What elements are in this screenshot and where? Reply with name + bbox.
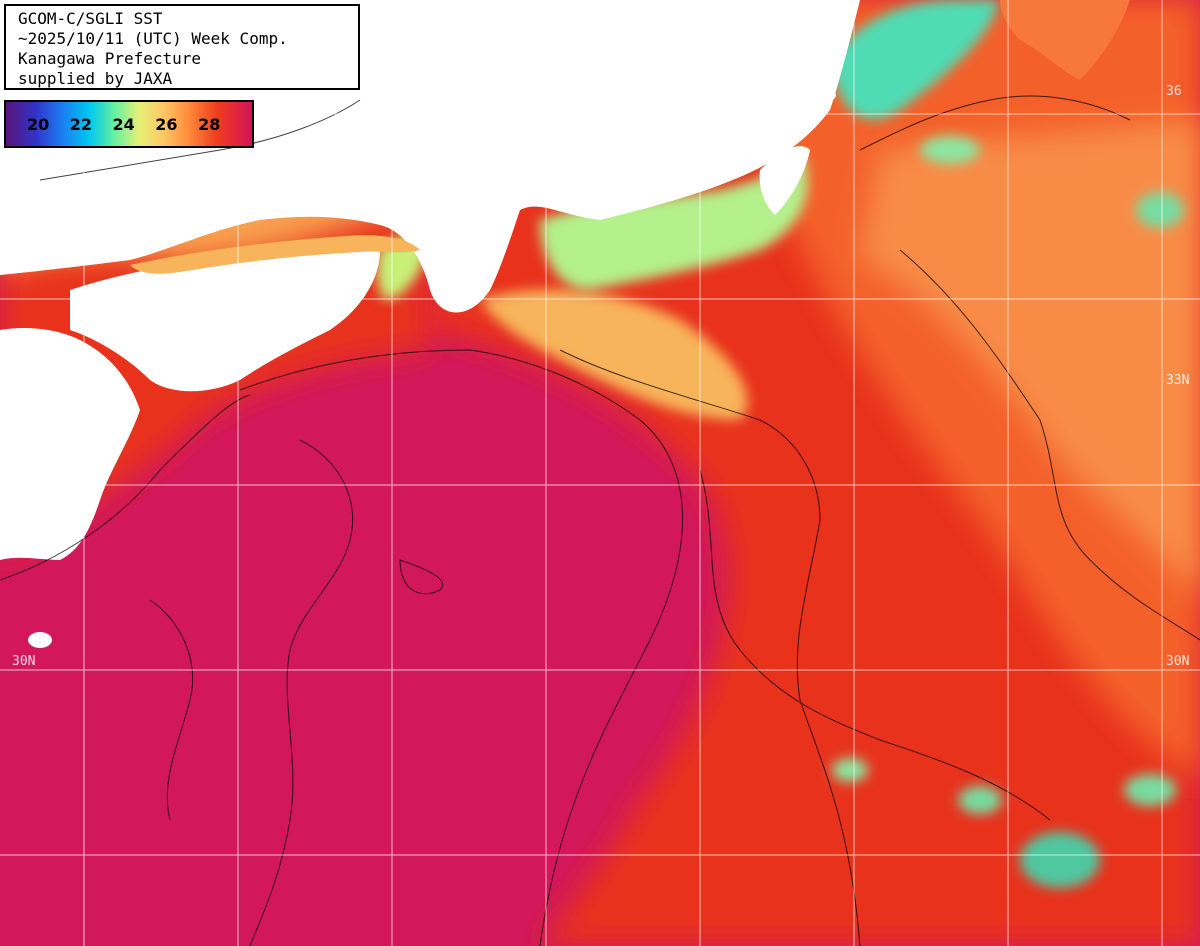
eddy (1124, 774, 1176, 806)
coastal-cool-tokai (540, 150, 808, 290)
land-island (28, 632, 52, 648)
temperature-legend: 20 22 24 26 28 (4, 100, 254, 148)
publisher: Kanagawa Prefecture (18, 49, 202, 68)
contour-line (249, 439, 354, 946)
eddy (832, 758, 868, 782)
eddy (1020, 832, 1100, 888)
coastal-cold-kanto (830, 0, 1000, 120)
contour-line (39, 99, 361, 181)
data-supplier: supplied by JAXA (18, 69, 173, 88)
legend-tick-label: 24 (112, 115, 135, 134)
land-island (4, 374, 20, 386)
legend-tick-label: 26 (155, 115, 178, 134)
land-island (824, 90, 836, 100)
contour-line (559, 349, 861, 946)
legend-tick-label: 28 (198, 115, 221, 134)
eddy (958, 786, 1002, 814)
contour-line (149, 599, 194, 821)
contour-line (699, 469, 1051, 821)
eddy (920, 136, 980, 164)
legend-color-bar (6, 102, 252, 146)
map-info-box: GCOM-C/SGLI SST ~2025/10/11 (UTC) Week C… (4, 4, 360, 90)
product-title: GCOM-C/SGLI SST (18, 9, 163, 28)
legend-tick-label: 20 (26, 115, 50, 134)
land-kyushu (0, 328, 140, 560)
land-shikoku (70, 244, 380, 392)
latitude-label-36: 36 (1166, 84, 1182, 99)
sea-cool-band (480, 289, 748, 420)
contour-line (859, 95, 1131, 151)
contour-line (239, 349, 683, 946)
sea-kanto-bay (1000, 0, 1130, 80)
latitude-label-33n: 33N (1166, 373, 1190, 388)
contour-line (399, 559, 443, 595)
latitude-label-30n-right: 30N (1166, 654, 1190, 669)
contour-line (899, 249, 1200, 641)
sea-mid-zone-east (860, 120, 1200, 600)
eddy (1136, 192, 1184, 228)
land-izu (759, 146, 810, 215)
latitude-label-30n-left: 30N (12, 654, 36, 669)
isotherm-contours (0, 95, 1200, 946)
sea-eddies (832, 136, 1184, 888)
composite-date: ~2025/10/11 (UTC) Week Comp. (18, 29, 288, 48)
legend-tick-label: 22 (69, 115, 92, 134)
sea-seto-inland (130, 235, 420, 274)
contour-line (0, 394, 251, 581)
